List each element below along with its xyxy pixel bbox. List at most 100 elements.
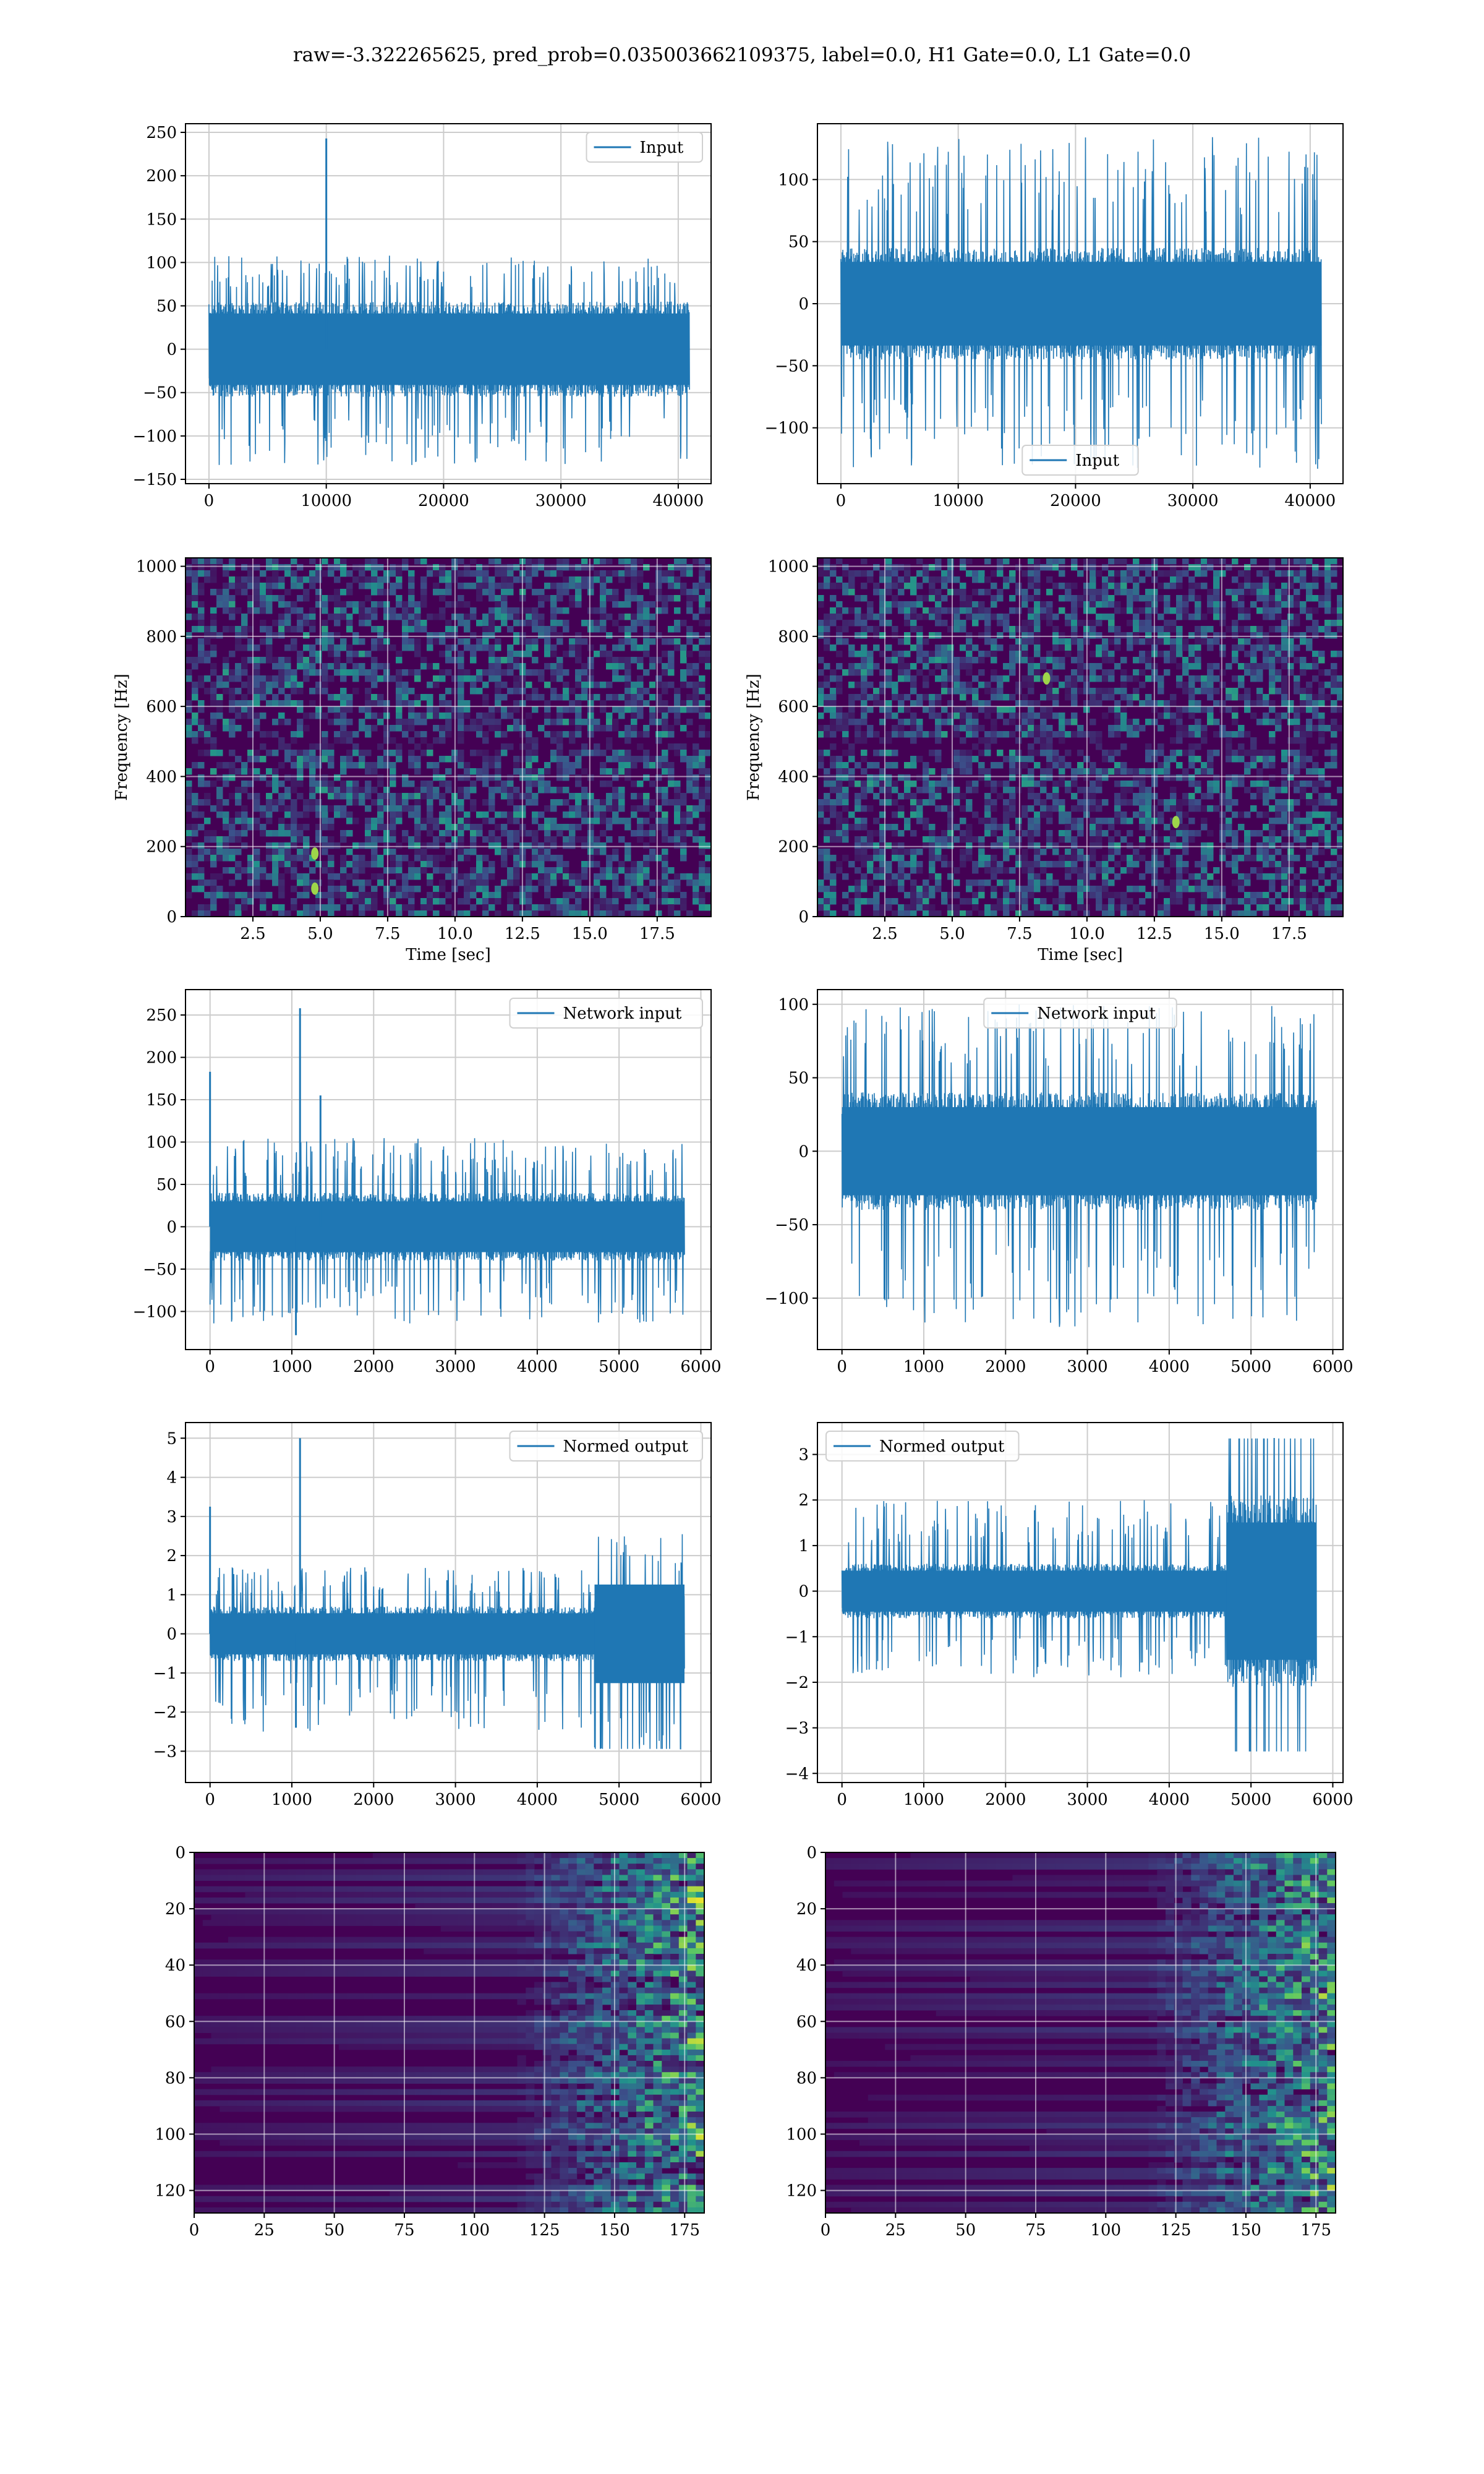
spectrogram-l1-cell xyxy=(984,737,991,744)
spectrogram-h1-cell xyxy=(581,620,588,627)
spectrogram-l1-cell xyxy=(991,651,997,657)
spectrogram-h1-cell xyxy=(216,799,223,806)
input-l1-x-tick-label: 30000 xyxy=(1167,492,1219,510)
spectrogram-h1-cell xyxy=(532,756,539,763)
spectrogram-l1-cell xyxy=(978,632,985,639)
spectrogram-h1-cell xyxy=(625,855,631,862)
spectrogram-l1-cell xyxy=(1102,861,1109,868)
spectrogram-h1-cell xyxy=(365,768,372,775)
spectrogram-h1-cell xyxy=(668,564,675,571)
spectrogram-l1-cell xyxy=(1170,793,1177,800)
spectrogram-h1-cell xyxy=(254,700,260,707)
spectrogram-l1-cell xyxy=(1176,626,1183,633)
spectrogram-h1-cell xyxy=(488,867,495,874)
spectrogram-h1-cell xyxy=(272,564,279,571)
spectrogram-l1-cell xyxy=(830,886,837,892)
spectrogram-h1-cell xyxy=(532,799,539,806)
spectrogram-h1-image xyxy=(186,558,712,917)
spectrogram-h1-cell xyxy=(278,830,285,837)
spectrogram-h1-cell xyxy=(612,799,619,806)
spectrogram-l1-cell xyxy=(824,849,830,855)
spectrogram-h1-cell xyxy=(563,706,569,713)
spectrogram-h1-cell xyxy=(655,880,662,886)
spectrogram-h1-cell xyxy=(284,682,291,688)
spectrogram-l1-cell xyxy=(1114,781,1121,787)
spectrogram-l1-cell xyxy=(1077,675,1084,682)
spectrogram-l1-cell xyxy=(824,700,830,707)
spectrogram-l1-cell xyxy=(941,719,948,726)
spectrogram-h1-cell xyxy=(680,873,687,880)
spectrogram-h1-cell xyxy=(186,719,192,726)
spectrogram-h1-cell xyxy=(575,719,582,726)
spectrogram-h1-cell xyxy=(223,657,229,664)
spectrogram-l1-cell xyxy=(997,861,1004,868)
spectrogram-h1-cell xyxy=(198,651,205,657)
spectrogram-l1-cell xyxy=(1139,793,1146,800)
spectrogram-h1-cell xyxy=(272,583,279,589)
spectrogram-h1-cell xyxy=(705,880,712,886)
spectrogram-h1-cell xyxy=(556,564,563,571)
spectrogram-l1-cell xyxy=(830,725,837,732)
spectrogram-h1-cell xyxy=(612,750,619,756)
spectrogram-h1-cell xyxy=(668,768,675,775)
spectrogram-l1-cell xyxy=(1139,836,1146,843)
spectrogram-h1-cell xyxy=(495,607,501,614)
spectrogram-l1-cell xyxy=(1090,632,1096,639)
spectrogram-h1-cell xyxy=(668,725,675,732)
spectrogram-h1-cell xyxy=(198,725,205,732)
spectrogram-l1-cell xyxy=(960,756,966,763)
spectrogram-h1-cell xyxy=(464,713,471,719)
spectrogram-h1-cell xyxy=(235,799,242,806)
spectrogram-l1-cell xyxy=(1015,768,1022,775)
spectrogram-h1-cell xyxy=(612,669,619,676)
spectrogram-h1-cell xyxy=(359,898,365,905)
spectrogram-h1-cell xyxy=(359,719,365,726)
spectrogram-h1-cell xyxy=(322,811,328,818)
spectrogram-h1-cell xyxy=(550,626,557,633)
spectrogram-h1-cell xyxy=(223,570,229,577)
spectrogram-l1-cell xyxy=(1127,910,1133,917)
spectrogram-l1-cell xyxy=(972,657,979,664)
figure-title: raw=-3.322265625, pred_prob=0.0350036621… xyxy=(293,44,1191,66)
spectrogram-h1-cell xyxy=(427,663,433,670)
spectrogram-h1-cell xyxy=(482,682,489,688)
spectrogram-h1-cell xyxy=(186,892,192,899)
spectrogram-h1-cell xyxy=(322,675,328,682)
spectrogram-h1-cell xyxy=(408,886,415,892)
spectrogram-h1-cell xyxy=(346,892,353,899)
spectrogram-h1-cell xyxy=(655,818,662,824)
spectrogram-l1-cell xyxy=(1145,756,1152,763)
spectrogram-h1-cell xyxy=(266,558,273,565)
spectrogram-l1-cell xyxy=(842,836,849,843)
spectrogram-h1-cell xyxy=(476,880,483,886)
spectrogram-h1-cell xyxy=(235,830,242,837)
spectrogram-h1-cell xyxy=(266,595,273,602)
spectrogram-l1-cell xyxy=(1003,799,1010,806)
spectrogram-h1-cell xyxy=(284,626,291,633)
spectrogram-h1-cell xyxy=(272,787,279,794)
spectrogram-h1-cell xyxy=(495,750,501,756)
spectrogram-l1-cell xyxy=(855,805,861,812)
spectrogram-h1-cell xyxy=(625,873,631,880)
spectrogram-l1-cell xyxy=(929,576,936,583)
spectrogram-l1-cell xyxy=(1127,855,1133,862)
spectrogram-l1-cell xyxy=(923,818,929,824)
spectrogram-l1-cell xyxy=(836,799,843,806)
spectrogram-h1-cell xyxy=(420,818,427,824)
spectrogram-l1-cell xyxy=(1034,669,1041,676)
spectrogram-l1-cell xyxy=(978,880,985,886)
spectrogram-h1-cell xyxy=(334,731,341,738)
spectrogram-l1-cell xyxy=(1052,638,1059,645)
spectrogram-h1-cell xyxy=(569,892,576,899)
spectrogram-l1-cell xyxy=(929,713,936,719)
spectrogram-l1-cell xyxy=(1028,576,1034,583)
spectrogram-l1-cell xyxy=(898,589,905,596)
spectrogram-l1-cell xyxy=(997,595,1004,602)
spectrogram-h1-cell xyxy=(488,644,495,651)
spectrogram-h1-cell xyxy=(192,657,198,664)
spectrogram-h1-cell xyxy=(365,607,372,614)
spectrogram-l1-cell xyxy=(953,669,960,676)
spectrogram-h1-cell xyxy=(346,811,353,818)
spectrogram-h1-cell xyxy=(445,731,452,738)
spectrogram-h1-cell xyxy=(563,651,569,657)
